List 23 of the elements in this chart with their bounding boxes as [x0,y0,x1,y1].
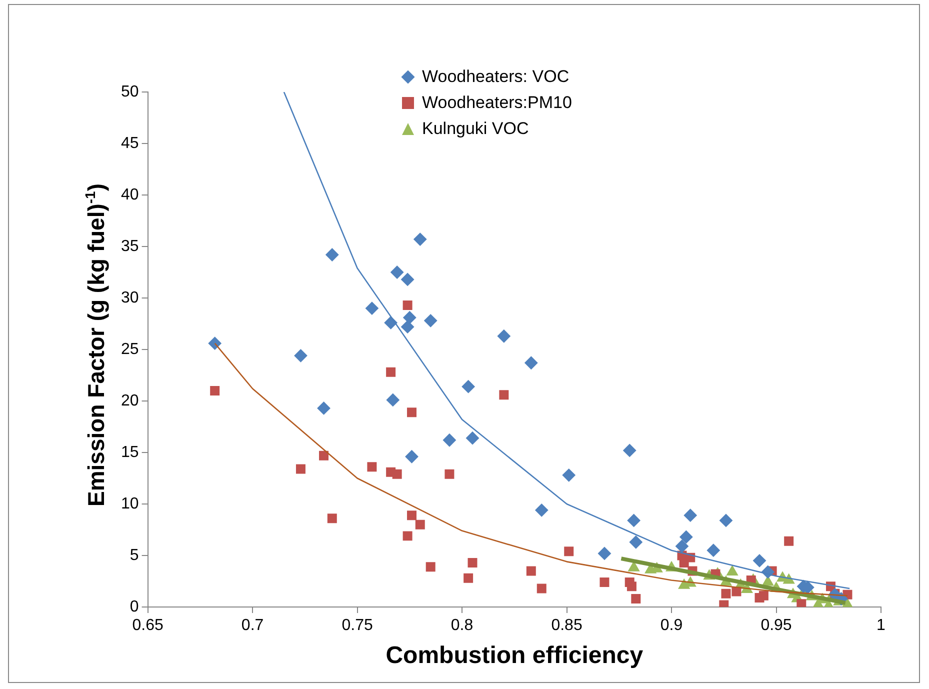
x-tick-label: 1 [876,617,886,634]
x-axis-title: Combustion efficiency [386,642,644,670]
y-tick-label: 40 [121,186,139,204]
x-tick-label: 0.65 [132,617,164,634]
y-tick-label: 15 [121,444,139,461]
y-tick-label: 5 [130,546,139,564]
y-tick-label: 50 [121,83,139,100]
x-tick-label: 0.7 [241,617,264,634]
y-tick-label: 30 [121,289,139,306]
x-tick-label: 0.95 [760,617,792,634]
y-tick-label: 45 [121,134,139,152]
y-tick-label: 10 [121,495,139,512]
x-tick-label: 0.9 [660,617,683,634]
y-tick-label: 20 [121,392,139,410]
y-tick-label: 0 [130,598,139,616]
legend-label: Kulnguki VOC [422,119,529,139]
legend-label: Woodheaters:PM10 [422,93,572,113]
x-tick-label: 0.75 [342,617,373,634]
x-tick-label: 0.85 [551,617,582,634]
x-tick-label: 0.8 [450,617,474,634]
legend-label: Woodheaters: VOC [422,67,570,87]
y-tick-label: 25 [121,340,139,358]
y-tick-label: 35 [121,238,139,255]
